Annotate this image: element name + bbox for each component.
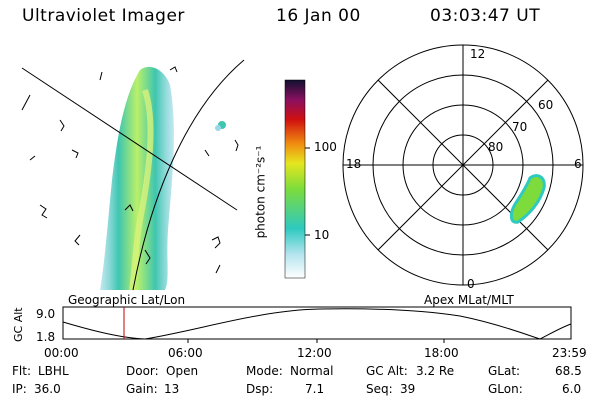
altitude-xtick-1800: 18:00 <box>424 346 459 360</box>
colorbar-tick-100: 100 <box>314 140 337 154</box>
mlt-label-12: 12 <box>470 47 486 61</box>
aurora-band-geographic <box>100 66 174 290</box>
status-glat-key: GLat: <box>488 364 521 378</box>
mlt-label-18: 18 <box>346 157 362 171</box>
status-glat-value: 68.5 <box>555 364 582 378</box>
altitude-xtick-2359: 23:59 <box>552 346 587 360</box>
status-ip-key: IP: <box>12 382 27 396</box>
status-door-key: Door: <box>126 364 159 378</box>
lat-label-60: 60 <box>538 98 554 112</box>
status-door-value: Open <box>166 364 199 378</box>
status-flt-value: LBHL <box>38 364 69 378</box>
status-dsp-key: Dsp: <box>246 382 274 396</box>
altitude-xtick-0600: 06:00 <box>168 346 203 360</box>
status-gcalt-key: GC Alt: <box>366 364 408 378</box>
altitude-ytick-1-8: 1.8 <box>36 330 56 344</box>
mlt-label-6: 6 <box>574 157 582 171</box>
altitude-ytick-9: 9.0 <box>36 307 56 321</box>
altitude-xtick-1200: 12:00 <box>297 346 332 360</box>
status-ip-value: 36.0 <box>34 382 61 396</box>
date-label: 16 Jan 00 <box>276 6 361 26</box>
status-glon-value: 6.0 <box>562 382 582 396</box>
colorbar-tick-10: 10 <box>314 228 330 242</box>
apex-panel-label: Apex MLat/MLT <box>424 293 514 307</box>
status-gain-value: 13 <box>164 382 180 396</box>
status-seq-key: Seq: <box>366 382 393 396</box>
status-dsp-value: 7.1 <box>305 382 325 396</box>
aurora-band-polar <box>509 174 546 224</box>
status-gcalt-value: 3.2 Re <box>416 364 455 378</box>
lat-label-70: 70 <box>512 120 528 134</box>
status-glon-key: GLon: <box>488 382 523 396</box>
status-mode-value: Normal <box>290 364 334 378</box>
altitude-curve <box>62 308 572 340</box>
lat-label-80: 80 <box>488 140 504 154</box>
geographic-panel-label: Geographic Lat/Lon <box>68 293 186 307</box>
status-seq-value: 39 <box>400 382 416 396</box>
status-gain-key: Gain: <box>126 382 158 396</box>
colorbar-gradient <box>284 79 306 279</box>
altitude-xtick-0000: 00:00 <box>44 346 79 360</box>
time-label: 03:03:47 UT <box>430 6 541 26</box>
status-flt-key: Flt: <box>12 364 31 378</box>
status-mode-key: Mode: <box>246 364 283 378</box>
instrument-title: Ultraviolet Imager <box>22 6 185 26</box>
altitude-ylabel: GC Alt <box>12 307 25 342</box>
mlt-label-0: 0 <box>467 277 475 291</box>
